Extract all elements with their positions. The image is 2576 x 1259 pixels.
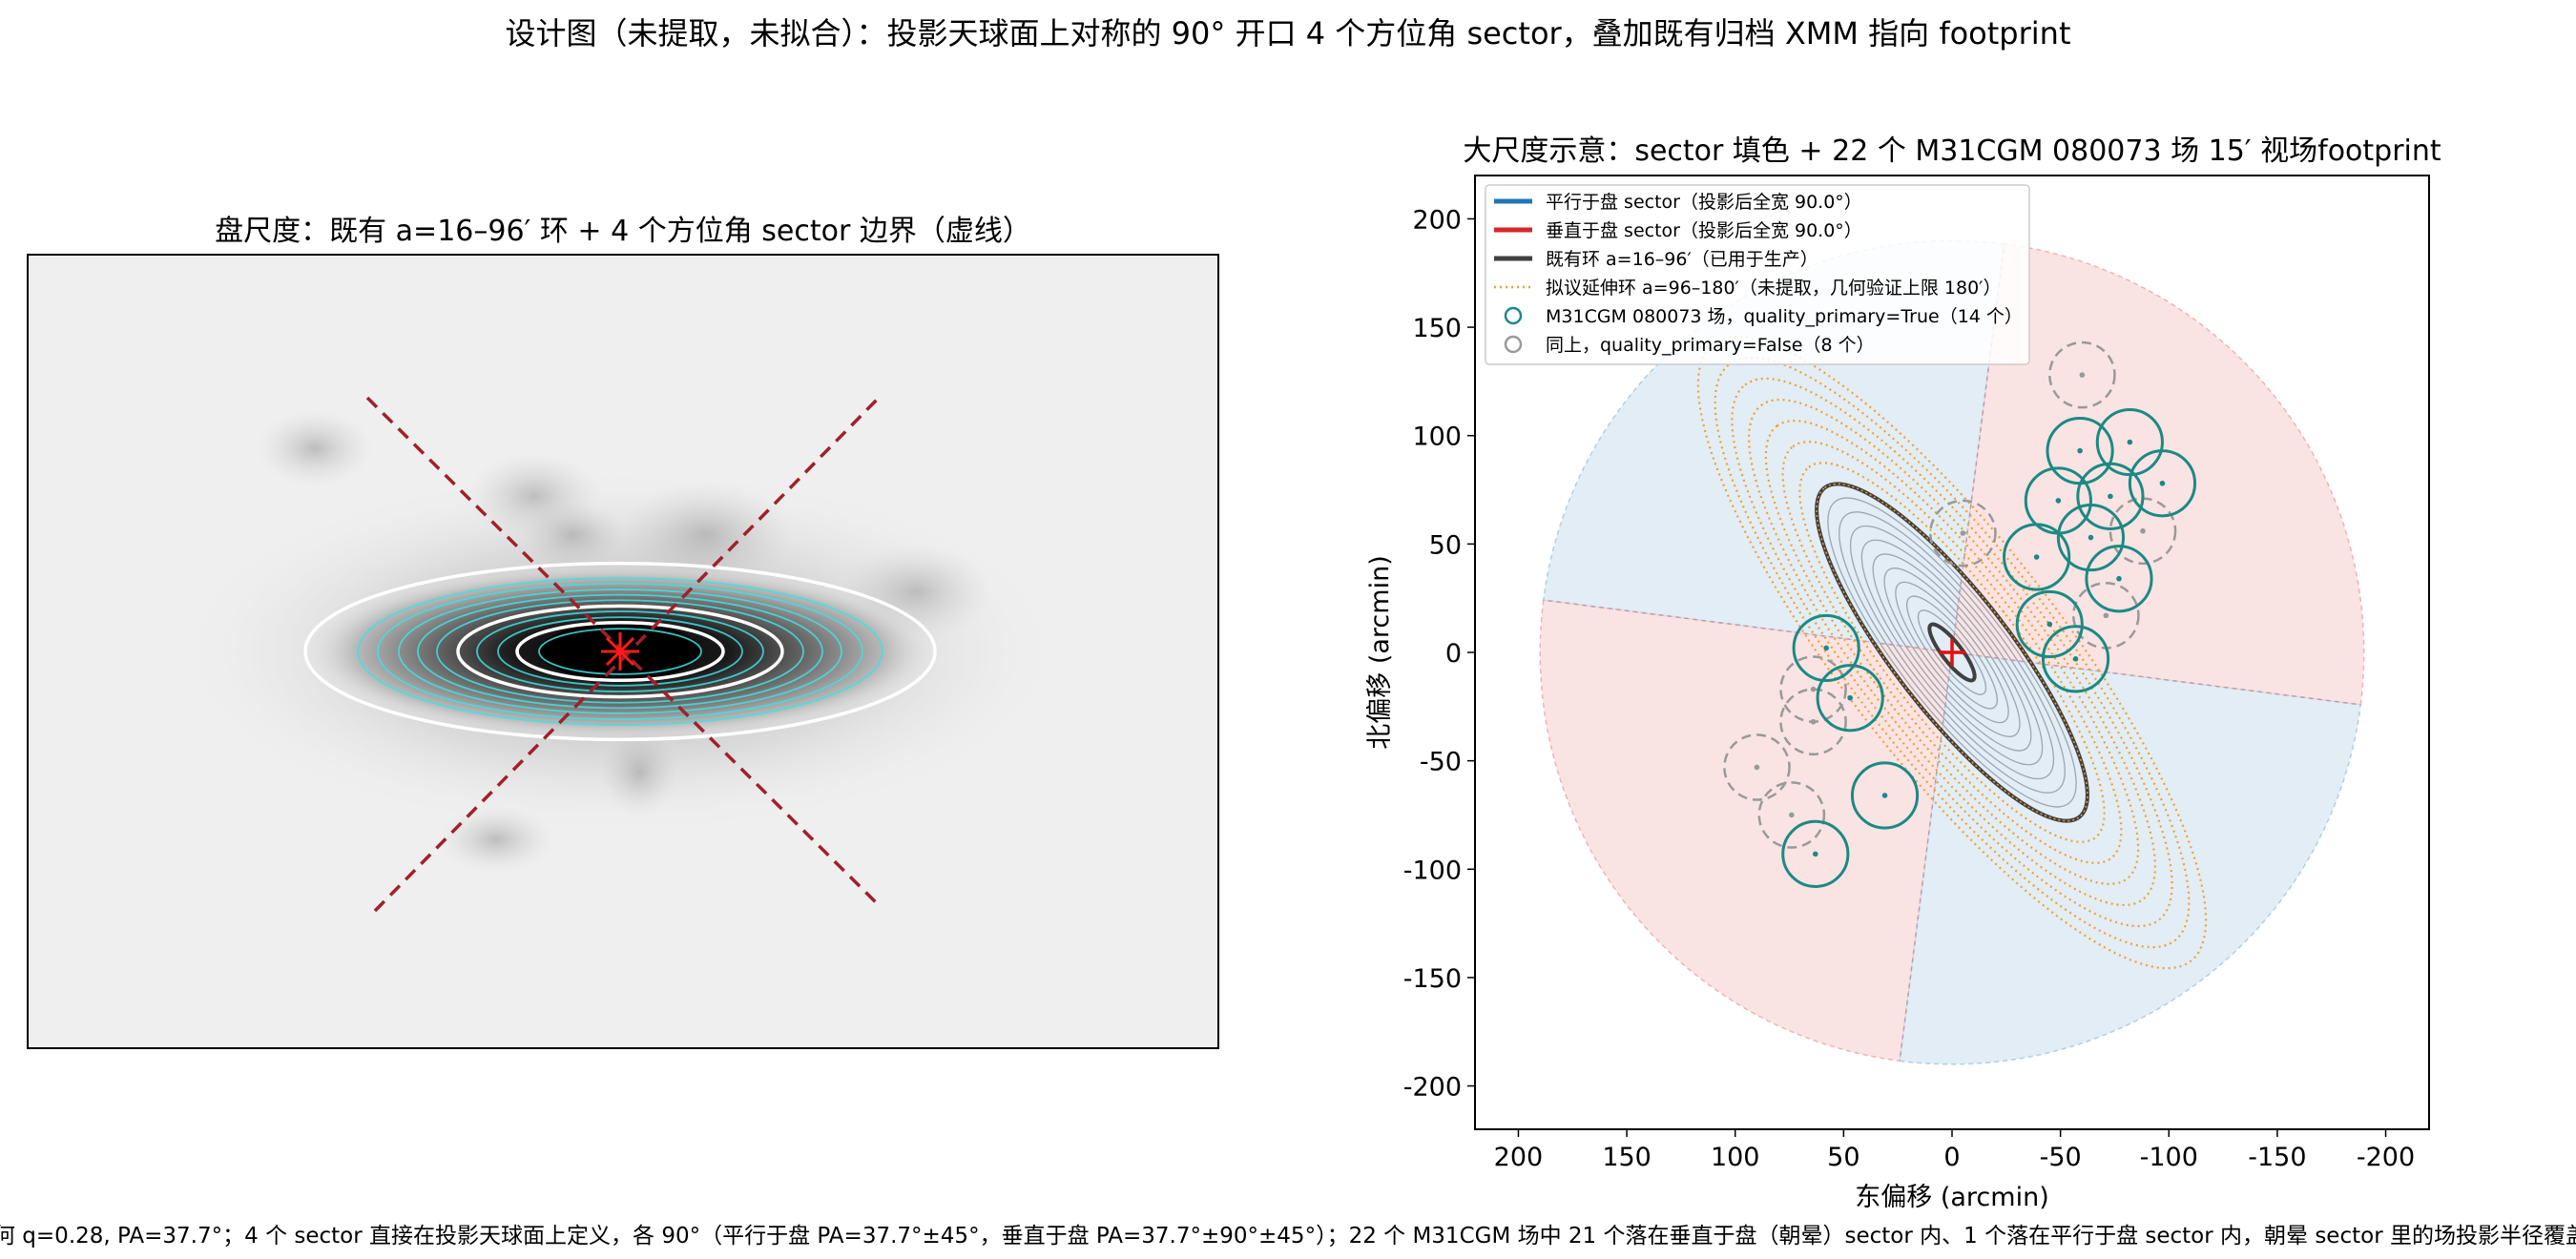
field-primary: [2076, 462, 2145, 530]
existing-ring: [1860, 539, 2044, 766]
y-tick-label: -150: [1403, 964, 1462, 994]
x-axis-ticks: 200 150 100 50 0 -50 -100 -150 -200: [1494, 1129, 2415, 1172]
y-tick-label: -50: [1420, 748, 1462, 777]
svg-text:同上，quality_primary=False（8 个）: 同上，quality_primary=False（8 个）: [1546, 335, 1875, 356]
left-ring: [476, 610, 764, 692]
legend-item: 既有环 a=16–96′（已用于生产）: [1494, 249, 1818, 270]
left-ring: [417, 593, 823, 710]
y-tick-label: -200: [1403, 1073, 1462, 1103]
proposed-ring: [1781, 441, 2123, 864]
left-ring: [538, 628, 702, 675]
field-secondary: [1723, 733, 1791, 801]
field-secondary: [1779, 688, 1847, 756]
x-tick-label: 200: [1494, 1143, 1544, 1172]
y-tick-label: 50: [1429, 530, 1462, 560]
legend-item: 同上，quality_primary=False（8 个）: [1504, 335, 1875, 356]
proposed-ring: [1798, 462, 2106, 843]
x-tick-label: -50: [2040, 1143, 2082, 1172]
left-panel-frame: [27, 254, 1219, 1049]
x-tick-label: 150: [1602, 1143, 1652, 1172]
x-axis-label: 东偏移 (arcmin): [1855, 1183, 2048, 1212]
field-primary: [2085, 545, 2153, 613]
legend-item: 拟议延伸环 a=96–180′（未提取，几何验证上限 180′）: [1494, 278, 2001, 299]
sector-perpendicular-1: [1539, 599, 1953, 1063]
y-axis-label: 北偏移 (arcmin): [1365, 555, 1395, 749]
proposed-ring: [1748, 398, 2156, 907]
right-panel-title: 大尺度示意：sector 填色 + 22 个 M31CGM 080073 场 1…: [1463, 134, 2441, 168]
existing-ring: [1883, 568, 2021, 737]
left-ring: [436, 599, 804, 704]
field-primary: [2056, 503, 2126, 572]
y-axis-ticks: 200 150 100 50 0 -50 -100 -150 -200: [1403, 205, 1475, 1103]
svg-text:拟议延伸环 a=96–180′（未提取，几何验证上限 180: 拟议延伸环 a=96–180′（未提取，几何验证上限 180′）: [1546, 278, 2001, 299]
field-primary: [1850, 761, 1920, 830]
field-primary: [1781, 819, 1850, 888]
left-panel-title: 盘尺度：既有 a=16–96′ 环 + 4 个方位角 sector 边界（虚线）: [215, 215, 1031, 248]
legend-item: M31CGM 080073 场，quality_primary=True（14 …: [1504, 306, 2023, 327]
left-ring: [515, 621, 725, 682]
y-tick-label: 100: [1412, 423, 1462, 452]
figure-caption: 几何 q=0.28, PA=37.7°；4 个 sector 直接在投影天球面上…: [0, 1224, 2576, 1249]
existing-ring: [1906, 595, 1998, 710]
svg-text:平行于盘 sector（投影后全宽 90.0°）: 平行于盘 sector（投影后全宽 90.0°）: [1546, 192, 1862, 213]
x-tick-label: 100: [1711, 1143, 1760, 1172]
legend-item: 平行于盘 sector（投影后全宽 90.0°）: [1494, 192, 1862, 213]
x-tick-label: -200: [2357, 1143, 2415, 1172]
existing-ring: [1895, 581, 2009, 724]
legend-item: 垂直于盘 sector（投影后全宽 90.0°）: [1494, 220, 1862, 241]
x-tick-label: 0: [1943, 1143, 1960, 1172]
y-tick-label: 200: [1412, 205, 1462, 235]
y-tick-label: 0: [1445, 639, 1462, 669]
right-panel: 大尺度示意：sector 填色 + 22 个 M31CGM 080073 场 1…: [1365, 134, 2441, 1212]
sector-boundary-line: [373, 396, 881, 913]
sector-perpendicular-2: [1951, 242, 2365, 706]
y-tick-label: 150: [1412, 314, 1462, 343]
left-ring: [456, 604, 784, 699]
legend-frame: [1485, 184, 2030, 365]
x-tick-label: -150: [2248, 1143, 2306, 1172]
x-tick-label: -100: [2140, 1143, 2198, 1172]
field-secondary: [1757, 781, 1826, 849]
existing-ring: [1927, 622, 1977, 683]
galaxy-center-marker: [601, 632, 639, 671]
field-primary: [2003, 523, 2071, 591]
left-ring: [398, 588, 842, 714]
x-tick-label: 50: [1827, 1143, 1859, 1172]
proposed-ring: [1731, 377, 2173, 928]
left-ring: [357, 577, 883, 726]
existing-ring: [1827, 497, 2077, 808]
figure-title: 设计图（未提取，未拟合）：投影天球面上对称的 90° 开口 4 个方位角 sec…: [505, 15, 2071, 52]
field-secondary: [2048, 341, 2116, 409]
field-primary: [1792, 613, 1860, 683]
svg-text:M31CGM 080073 场，quality_primar: M31CGM 080073 场，quality_primary=True（14 …: [1546, 306, 2023, 327]
existing-ring: [1917, 609, 1987, 695]
y-tick-label: -100: [1403, 856, 1462, 885]
existing-ring: [1872, 553, 2032, 752]
left-panel: 盘尺度：既有 a=16–96′ 环 + 4 个方位角 sector 边界（虚线）: [27, 215, 1219, 1049]
existing-ring: [1839, 511, 2066, 794]
existing-ring: [1849, 525, 2055, 780]
left-ring: [497, 616, 743, 687]
svg-text:垂直于盘 sector（投影后全宽 90.0°）: 垂直于盘 sector（投影后全宽 90.0°）: [1546, 220, 1862, 241]
field-footprints: [1723, 341, 2197, 888]
proposed-ring-start: [1816, 483, 2088, 822]
left-ring: [303, 561, 937, 742]
proposed-ring: [1764, 420, 2140, 885]
svg-text:既有环 a=16–96′（已用于生产）: 既有环 a=16–96′（已用于生产）: [1546, 249, 1818, 270]
existing-rings-left: [303, 561, 937, 742]
legend: 平行于盘 sector（投影后全宽 90.0°） 垂直于盘 sector（投影后全…: [1485, 184, 2030, 365]
field-primary: [1816, 664, 1884, 733]
field-primary: [2041, 625, 2110, 693]
field-primary: [2015, 589, 2084, 659]
left-ring: [377, 582, 863, 721]
sector-parallel-2: [1899, 651, 2362, 1065]
field-secondary: [1929, 499, 1997, 568]
field-primary: [2128, 449, 2197, 518]
